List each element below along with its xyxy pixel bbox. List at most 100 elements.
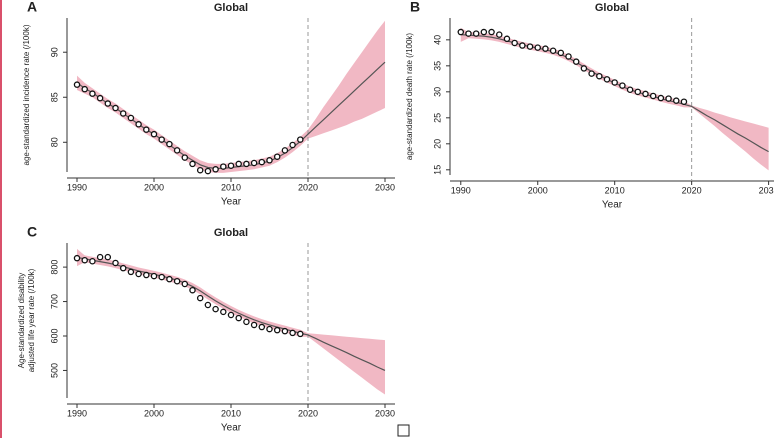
observed-point xyxy=(565,53,572,60)
y-axis-title: age-standardized death rate (/100k) xyxy=(405,33,414,161)
observed-point xyxy=(457,28,465,36)
observed-point xyxy=(158,136,165,143)
observed-point xyxy=(173,147,181,154)
observed-point xyxy=(112,259,119,267)
observed-point xyxy=(143,126,150,133)
x-tick-label: 2000 xyxy=(144,182,164,192)
observed-point xyxy=(258,158,266,166)
observed-point xyxy=(227,162,235,169)
x-tick-label: 2030 xyxy=(375,408,395,418)
observed-point xyxy=(572,58,580,65)
observed-point xyxy=(220,163,227,170)
observed-point xyxy=(297,330,304,338)
observed-point xyxy=(212,166,219,173)
observed-point xyxy=(150,130,158,138)
observed-point xyxy=(673,97,680,104)
y-tick-label: 85 xyxy=(49,92,59,102)
y-tick-label: 600 xyxy=(49,328,59,343)
observed-point xyxy=(557,49,565,57)
observed-point xyxy=(519,42,526,49)
panel-label: A xyxy=(27,0,37,15)
observed-point xyxy=(657,94,665,102)
observed-point xyxy=(96,253,104,261)
y-tick-label: 700 xyxy=(49,294,59,309)
observed-point xyxy=(611,79,618,86)
observed-point xyxy=(127,114,135,122)
observed-point xyxy=(273,326,281,334)
y-tick-label: 35 xyxy=(432,61,442,71)
chart-title: Global xyxy=(595,2,629,14)
observed-point xyxy=(619,82,626,89)
observed-point xyxy=(166,140,173,148)
y-tick-label: 500 xyxy=(49,363,59,378)
y-tick-label: 80 xyxy=(49,137,59,147)
y-axis-title: Age-standardized disability xyxy=(17,273,26,369)
observed-point xyxy=(119,110,127,117)
observed-point xyxy=(189,160,196,168)
observed-point xyxy=(166,275,173,283)
observed-point xyxy=(511,39,518,47)
observed-point xyxy=(135,270,142,278)
x-tick-label: 1990 xyxy=(67,182,87,192)
chart-title: Global xyxy=(214,227,248,239)
observed-point xyxy=(480,28,488,36)
observed-point xyxy=(580,65,588,72)
fitted-line xyxy=(460,34,769,153)
x-tick-label: 2010 xyxy=(221,182,241,192)
fitted-line xyxy=(76,256,386,371)
y-tick-label: 15 xyxy=(432,165,442,175)
chart-title: Global xyxy=(214,2,248,14)
x-tick-label: 2020 xyxy=(298,408,318,418)
observed-point xyxy=(289,329,296,337)
observed-point xyxy=(127,268,135,276)
observed-point xyxy=(250,321,258,329)
observed-point xyxy=(181,154,189,161)
observed-point xyxy=(549,47,557,55)
y-axis-title: adjusted life year rate (/100k) xyxy=(27,268,36,372)
observed-point xyxy=(112,104,119,112)
observed-point xyxy=(189,286,196,294)
observed-point xyxy=(534,44,541,51)
observed-point xyxy=(243,318,250,326)
observed-point xyxy=(596,72,603,80)
y-tick-label: 25 xyxy=(432,113,442,123)
y-tick-label: 20 xyxy=(432,139,442,149)
observed-point xyxy=(588,70,595,77)
checkbox[interactable] xyxy=(397,424,410,437)
observed-point xyxy=(204,167,212,175)
observed-point xyxy=(626,86,634,93)
x-tick-label: 2030 xyxy=(375,182,395,192)
observed-point xyxy=(281,327,289,335)
observed-point xyxy=(250,159,258,167)
observed-point xyxy=(104,100,112,107)
observed-point xyxy=(196,166,204,174)
observed-point xyxy=(680,98,688,105)
observed-point xyxy=(266,157,273,164)
observed-point xyxy=(542,45,549,52)
x-tick-label: 2020 xyxy=(682,185,702,195)
observed-point xyxy=(281,147,289,154)
observed-point xyxy=(258,323,266,331)
observed-point xyxy=(135,121,142,128)
x-axis-title: Year xyxy=(221,423,242,434)
observed-point xyxy=(204,301,212,309)
observed-point xyxy=(143,271,150,279)
x-tick-label: 2010 xyxy=(605,185,625,195)
y-tick-label: 800 xyxy=(49,260,59,275)
x-tick-label: 2030 xyxy=(759,185,774,195)
observed-point xyxy=(634,88,642,96)
observed-point xyxy=(266,325,273,333)
observed-point xyxy=(472,30,480,37)
observed-point xyxy=(196,294,204,302)
observed-point xyxy=(289,141,296,149)
observed-point xyxy=(104,253,112,261)
observed-point xyxy=(89,90,96,97)
observed-point xyxy=(297,136,304,143)
observed-point xyxy=(235,314,242,322)
x-tick-label: 2000 xyxy=(528,185,548,195)
observed-point xyxy=(81,85,88,93)
observed-point xyxy=(665,95,672,102)
x-axis-title: Year xyxy=(221,197,242,208)
observed-point xyxy=(181,280,189,288)
